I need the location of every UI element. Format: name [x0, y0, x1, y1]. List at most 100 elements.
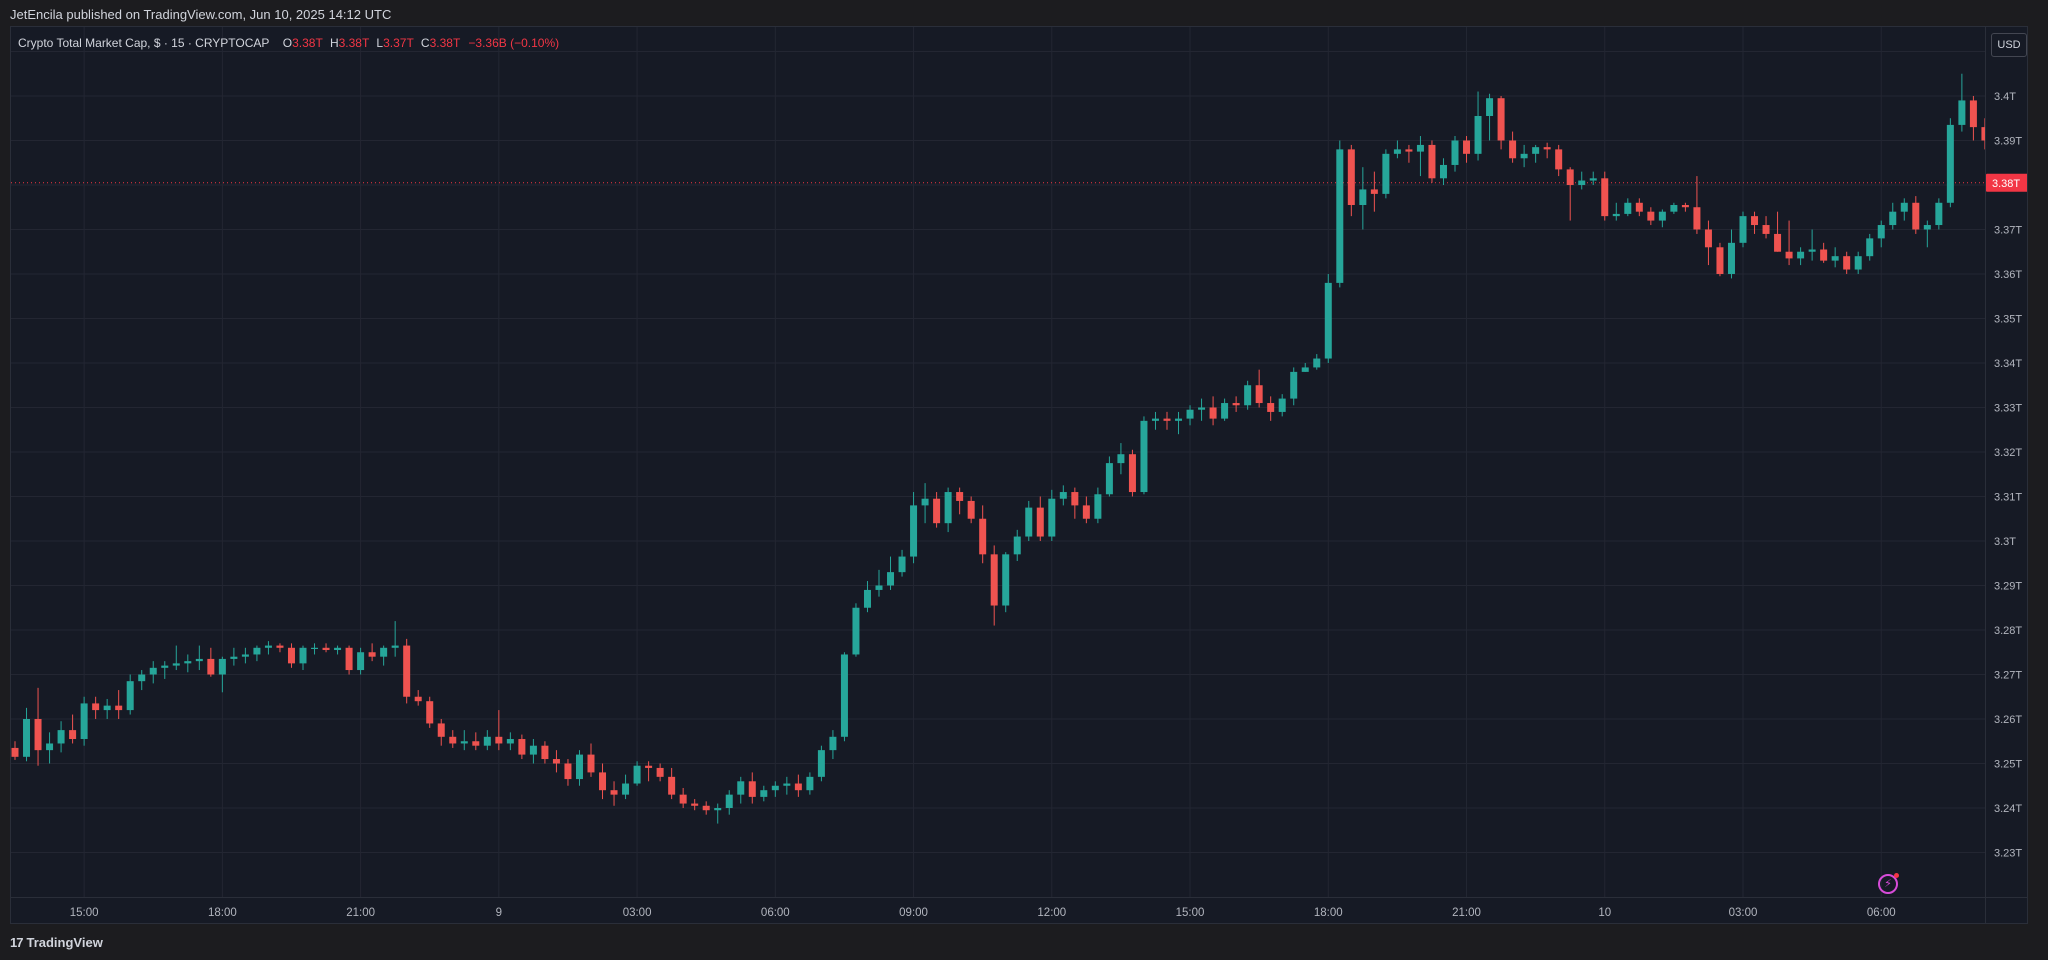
candle[interactable]	[1359, 167, 1367, 230]
chart-plot-area[interactable]: Crypto Total Market Cap, $ · 15 · CRYPTO…	[11, 27, 1985, 897]
candle[interactable]	[437, 718, 445, 746]
candle[interactable]	[898, 549, 906, 577]
candle[interactable]	[1151, 411, 1159, 430]
candle[interactable]	[1935, 198, 1943, 230]
candle[interactable]	[1543, 142, 1551, 159]
candle[interactable]	[472, 732, 480, 751]
candle[interactable]	[1267, 396, 1275, 421]
candle[interactable]	[1808, 229, 1816, 261]
candle[interactable]	[1128, 449, 1136, 497]
candle[interactable]	[1059, 485, 1067, 506]
candle[interactable]	[253, 645, 261, 662]
candle[interactable]	[103, 698, 111, 719]
currency-button[interactable]: USD	[1991, 33, 2027, 57]
candle[interactable]	[783, 776, 791, 795]
candle[interactable]	[449, 730, 457, 748]
candle[interactable]	[115, 690, 123, 719]
candle[interactable]	[852, 603, 860, 657]
candle[interactable]	[1566, 167, 1574, 221]
candle[interactable]	[1105, 456, 1113, 497]
candle[interactable]	[622, 774, 630, 800]
candle[interactable]	[184, 654, 192, 673]
candle[interactable]	[1877, 220, 1885, 248]
candle[interactable]	[691, 799, 699, 811]
candle[interactable]	[1313, 354, 1321, 370]
candle[interactable]	[495, 710, 503, 751]
candle[interactable]	[1532, 144, 1540, 163]
candle[interactable]	[1244, 380, 1252, 410]
candle[interactable]	[483, 730, 491, 751]
candle[interactable]	[1751, 211, 1759, 234]
candle[interactable]	[195, 645, 203, 671]
candle[interactable]	[1831, 247, 1839, 268]
candle[interactable]	[1002, 552, 1010, 613]
candle[interactable]	[575, 750, 583, 786]
candle[interactable]	[1382, 149, 1390, 199]
candle[interactable]	[1635, 198, 1643, 217]
candle[interactable]	[299, 645, 307, 671]
candle[interactable]	[1175, 411, 1183, 435]
candle[interactable]	[1509, 131, 1517, 163]
candle[interactable]	[645, 761, 653, 782]
candle[interactable]	[1612, 202, 1620, 221]
candle[interactable]	[1336, 140, 1344, 288]
candle[interactable]	[714, 803, 722, 824]
candle[interactable]	[1474, 91, 1482, 161]
candle[interactable]	[1140, 416, 1148, 495]
candle[interactable]	[34, 687, 42, 766]
candle[interactable]	[1290, 367, 1298, 406]
candle[interactable]	[656, 763, 664, 782]
candle[interactable]	[1774, 211, 1782, 252]
candle[interactable]	[1405, 144, 1413, 163]
candle[interactable]	[668, 767, 676, 800]
candle[interactable]	[1727, 229, 1735, 279]
candle[interactable]	[380, 645, 388, 666]
candle[interactable]	[737, 776, 745, 804]
candle[interactable]	[1497, 95, 1505, 150]
candle[interactable]	[1693, 176, 1701, 234]
tradingview-logo[interactable]: 17 TradingView	[10, 935, 103, 950]
candle[interactable]	[887, 556, 895, 590]
candle[interactable]	[1463, 136, 1471, 163]
candle[interactable]	[679, 787, 687, 808]
candle[interactable]	[230, 647, 238, 666]
candle[interactable]	[1025, 500, 1033, 541]
candle[interactable]	[1198, 398, 1206, 421]
candle[interactable]	[599, 763, 607, 800]
candle[interactable]	[1451, 136, 1459, 172]
lightning-icon[interactable]: ⚡	[1878, 873, 1899, 894]
candle[interactable]	[1624, 198, 1632, 217]
candle[interactable]	[172, 645, 180, 671]
candle[interactable]	[633, 761, 641, 786]
candle[interactable]	[1048, 489, 1056, 541]
candle[interactable]	[1094, 487, 1102, 524]
candle[interactable]	[506, 732, 514, 751]
candle[interactable]	[1854, 251, 1862, 274]
candle[interactable]	[1601, 171, 1609, 221]
candle[interactable]	[218, 656, 226, 693]
candle[interactable]	[552, 750, 560, 773]
symbol-legend[interactable]: Crypto Total Market Cap, $ · 15 · CRYPTO…	[18, 36, 559, 50]
candle[interactable]	[11, 741, 19, 760]
candle[interactable]	[1301, 362, 1309, 372]
candle[interactable]	[1912, 196, 1920, 234]
candle[interactable]	[1209, 396, 1217, 426]
candle[interactable]	[979, 505, 987, 564]
candle[interactable]	[57, 721, 65, 753]
candle[interactable]	[794, 774, 802, 797]
candle[interactable]	[1704, 220, 1712, 266]
candle[interactable]	[1520, 144, 1528, 168]
candle[interactable]	[967, 496, 975, 524]
candle[interactable]	[1278, 394, 1286, 417]
candle[interactable]	[287, 643, 295, 668]
candle[interactable]	[806, 772, 814, 795]
candle[interactable]	[1186, 405, 1194, 426]
candle[interactable]	[1785, 220, 1793, 266]
candle[interactable]	[207, 647, 215, 677]
candle[interactable]	[1255, 369, 1263, 408]
candle[interactable]	[1739, 211, 1747, 248]
candle[interactable]	[875, 569, 883, 597]
candle[interactable]	[863, 581, 871, 613]
candle[interactable]	[1163, 411, 1171, 430]
candle[interactable]	[1232, 396, 1240, 412]
